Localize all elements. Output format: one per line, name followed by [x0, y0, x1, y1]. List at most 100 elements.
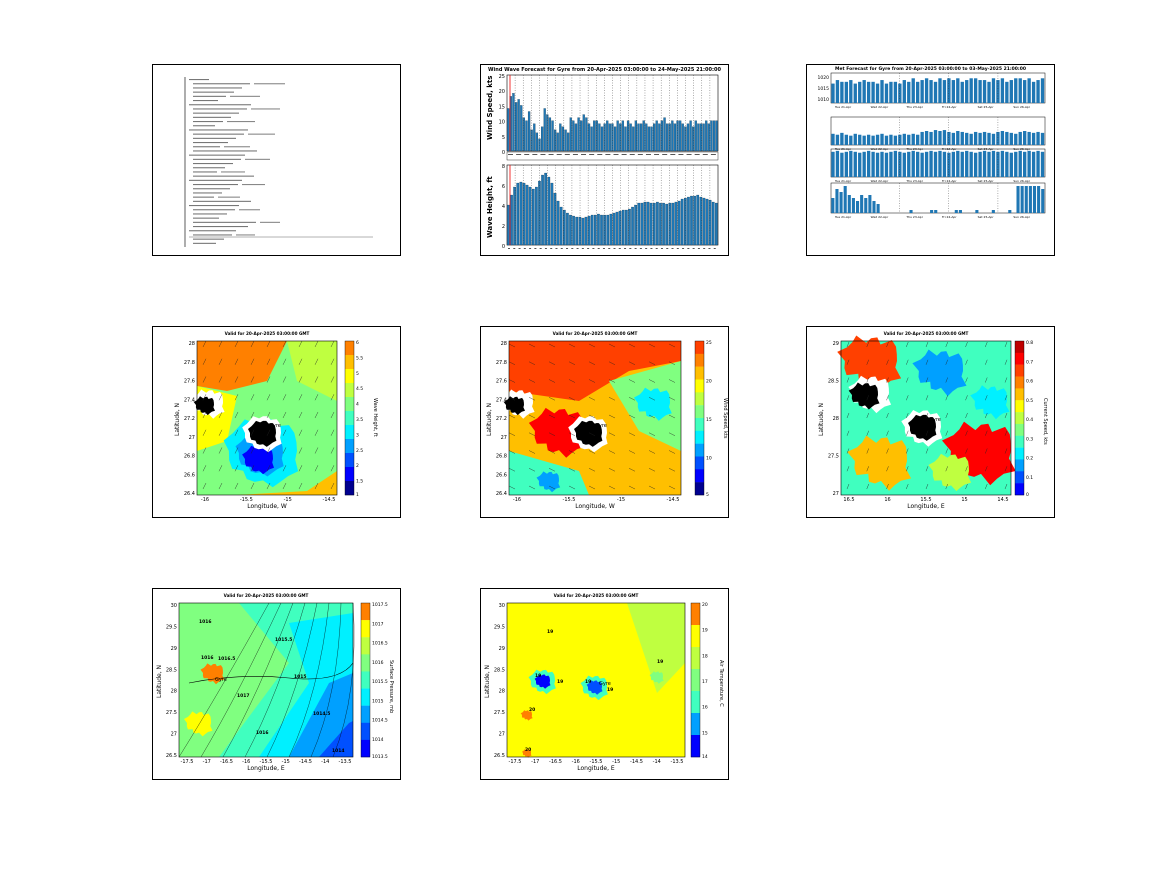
wind-bar: [517, 99, 520, 152]
wave-map-arrow: [314, 465, 319, 472]
current-map-arrow: [965, 359, 968, 365]
wave-bar: [628, 208, 631, 246]
wave-bar: [535, 186, 538, 246]
current-speed-map: Gyre Valid for 20-Apr-2025 03:00:00 GMT 29…: [818, 331, 1048, 510]
current-map-arrow: [1004, 412, 1008, 419]
wind-map-arrow: [648, 379, 656, 383]
met-bar: [924, 78, 929, 103]
wave-xtick-label: [655, 248, 658, 249]
met-bar: [951, 80, 956, 103]
temp-map-cbar-tick: 20: [702, 602, 708, 608]
current-map-arrow: [965, 466, 968, 472]
met-bar: [987, 81, 991, 103]
wave-xtick-label: [550, 248, 553, 249]
wind-date-label: [508, 154, 513, 155]
wind-bar: [608, 123, 611, 152]
wave-map-arrow: [218, 340, 223, 348]
temp-map-cbar-tick: 18: [702, 653, 708, 659]
wave-map-region-high: [197, 341, 287, 391]
current-map-arrow: [846, 377, 850, 383]
text-report-line: [193, 150, 257, 152]
met-bar: [920, 80, 924, 103]
met-bar: [951, 132, 956, 145]
wave-map-arrow: [314, 447, 319, 454]
wave-map-arrow: [266, 394, 271, 401]
met-bar: [1036, 131, 1040, 145]
text-report-line: [260, 221, 280, 223]
wave-bar: [575, 216, 579, 246]
pressure-map-ytick: 28: [171, 689, 177, 695]
temp-map-xtick: -14.5: [630, 759, 643, 765]
wave-xtick-label: [534, 248, 537, 249]
wave-map-arrow: [250, 358, 255, 365]
wind-map-arrow: [508, 397, 516, 401]
temp-map-xtick: -16.5: [549, 759, 562, 765]
wave-map-arrow: [234, 411, 239, 419]
wave-map-panel: Gyre Valid for 20-Apr-2025 03:00:00 GMT 28…: [152, 326, 401, 518]
pressure-map-ytick: 29: [171, 646, 177, 652]
wind-map-arrow: [528, 432, 536, 436]
wind-map-arrow: [588, 343, 596, 348]
wave-map-arrow: [266, 465, 271, 472]
wind-map-arrow: [548, 397, 556, 401]
text-report-line: [245, 158, 270, 160]
current-map-arrow: [945, 377, 948, 383]
met-bar: [875, 134, 880, 145]
wave-map-arrow: [234, 465, 239, 472]
wind-bar: [564, 129, 567, 152]
wind-map-ytick: 27: [501, 435, 507, 441]
pressure-map-contour-label: 1014: [332, 748, 345, 754]
current-map-region-se: [942, 421, 1016, 486]
met-bar: [991, 133, 996, 145]
wind-map-cbar-swatch: [695, 366, 704, 380]
wave-bar: [531, 188, 535, 246]
wave-bar: [516, 182, 520, 246]
wind-bar: [629, 123, 632, 152]
temp-map-title: Valid for 20-Apr-2025 03:00:00 GMT: [554, 593, 639, 598]
wave-map-cbar-tick: 2: [356, 463, 359, 469]
met-bar: [839, 192, 843, 213]
current-map-region-east: [970, 385, 1010, 420]
wind-map-arrow: [608, 397, 616, 401]
met-date-label: Thu 23-Apr: [905, 105, 923, 109]
met-bar: [982, 131, 987, 145]
pressure-map-ytick: 26.5: [166, 753, 177, 759]
met-bar: [831, 151, 835, 177]
wave-xtick-label: [571, 248, 574, 249]
wind-map-arrow: [588, 450, 596, 454]
wind-bar: [689, 120, 692, 152]
wave-bar: [621, 209, 625, 246]
current-map-arrow: [945, 430, 948, 436]
current-map-arrow: [945, 483, 948, 490]
met-bar: [898, 151, 902, 177]
wind-bar: [699, 123, 703, 152]
met-bar: [938, 78, 942, 103]
met-bar: [929, 131, 933, 145]
current-map-arrow: [1004, 359, 1008, 365]
wind-map-arrow: [528, 485, 536, 490]
pressure-map-xtick: -14: [321, 759, 329, 765]
wave-map-arrow: [330, 447, 335, 454]
wave-map-arrow: [314, 482, 319, 490]
wave-map-cbar-tick: 4.5: [356, 386, 363, 392]
current-map-cbar-swatch: [1015, 352, 1024, 365]
wave-map-axes: [196, 340, 338, 496]
current-map-arrow: [906, 377, 909, 383]
wave-bar: [708, 199, 712, 246]
met-bar: [1023, 131, 1027, 145]
wave-map-arrow: [250, 376, 255, 383]
met-bar: [982, 150, 987, 177]
current-map-arrow: [906, 395, 909, 401]
wave-bar: [587, 215, 591, 246]
wind-bar: [530, 129, 533, 152]
wave-map-arrow: [250, 340, 255, 348]
pressure-map-contour-label: 1016: [201, 655, 214, 661]
wind-map-arrow: [568, 414, 576, 419]
pressure-map-cbar-tick: 1016: [372, 660, 384, 666]
met-bar: [871, 135, 875, 145]
met-bar: [916, 151, 920, 177]
wind-map-arrow: [508, 343, 516, 348]
text-report-line: [193, 116, 231, 118]
met-bar: [1027, 150, 1031, 177]
pressure-map-xtick: -13.5: [339, 759, 352, 765]
